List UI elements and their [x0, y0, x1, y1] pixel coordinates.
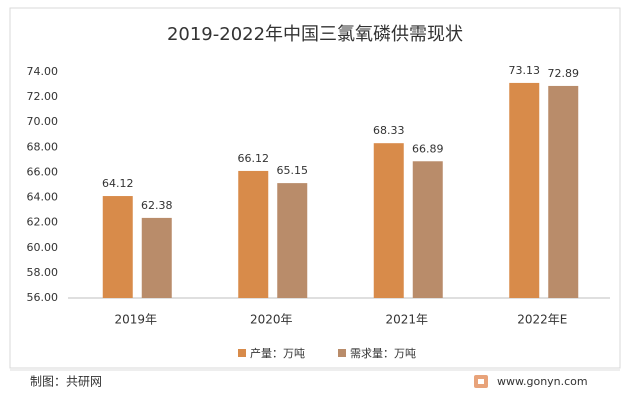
- y-tick-label: 56.00: [27, 291, 59, 304]
- y-tick-label: 58.00: [27, 266, 59, 279]
- bar: [373, 143, 404, 298]
- bar: [509, 82, 540, 298]
- value-label: 66.12: [238, 152, 270, 165]
- y-tick-label: 66.00: [27, 165, 59, 178]
- x-tick-label: 2021年: [385, 313, 428, 327]
- y-tick-label: 74.00: [27, 65, 59, 78]
- value-label: 65.15: [277, 164, 309, 177]
- bar: [412, 161, 443, 298]
- bar: [102, 196, 133, 298]
- value-label: 64.12: [102, 177, 134, 190]
- legend-label: 需求量：万吨: [350, 347, 416, 360]
- y-tick-label: 68.00: [27, 140, 59, 153]
- footer-website: www.gonyn.com: [497, 375, 588, 388]
- value-label: 68.33: [373, 124, 405, 137]
- chart-title: 2019-2022年中国三氯氧磷供需现状: [167, 24, 463, 45]
- y-tick-label: 72.00: [27, 90, 59, 103]
- x-tick-label: 2020年: [250, 313, 293, 327]
- value-label: 62.38: [141, 199, 173, 212]
- bar: [141, 217, 172, 298]
- footer-logo: [474, 375, 488, 388]
- legend-swatch: [238, 349, 246, 357]
- bar: [277, 183, 308, 298]
- y-tick-label: 60.00: [27, 241, 59, 254]
- value-label: 72.89: [548, 67, 580, 80]
- y-tick-label: 62.00: [27, 216, 59, 229]
- y-tick-label: 70.00: [27, 115, 59, 128]
- bar: [238, 170, 269, 298]
- x-tick-label: 2022年E: [517, 313, 567, 327]
- x-tick-label: 2019年: [114, 313, 157, 327]
- bar: [548, 85, 579, 298]
- value-label: 73.13: [509, 64, 541, 77]
- legend-swatch: [338, 349, 346, 357]
- y-tick-label: 64.00: [27, 191, 59, 204]
- footer-credit: 制图：共研网: [30, 375, 102, 389]
- value-label: 66.89: [412, 142, 444, 155]
- legend-label: 产量：万吨: [250, 346, 305, 360]
